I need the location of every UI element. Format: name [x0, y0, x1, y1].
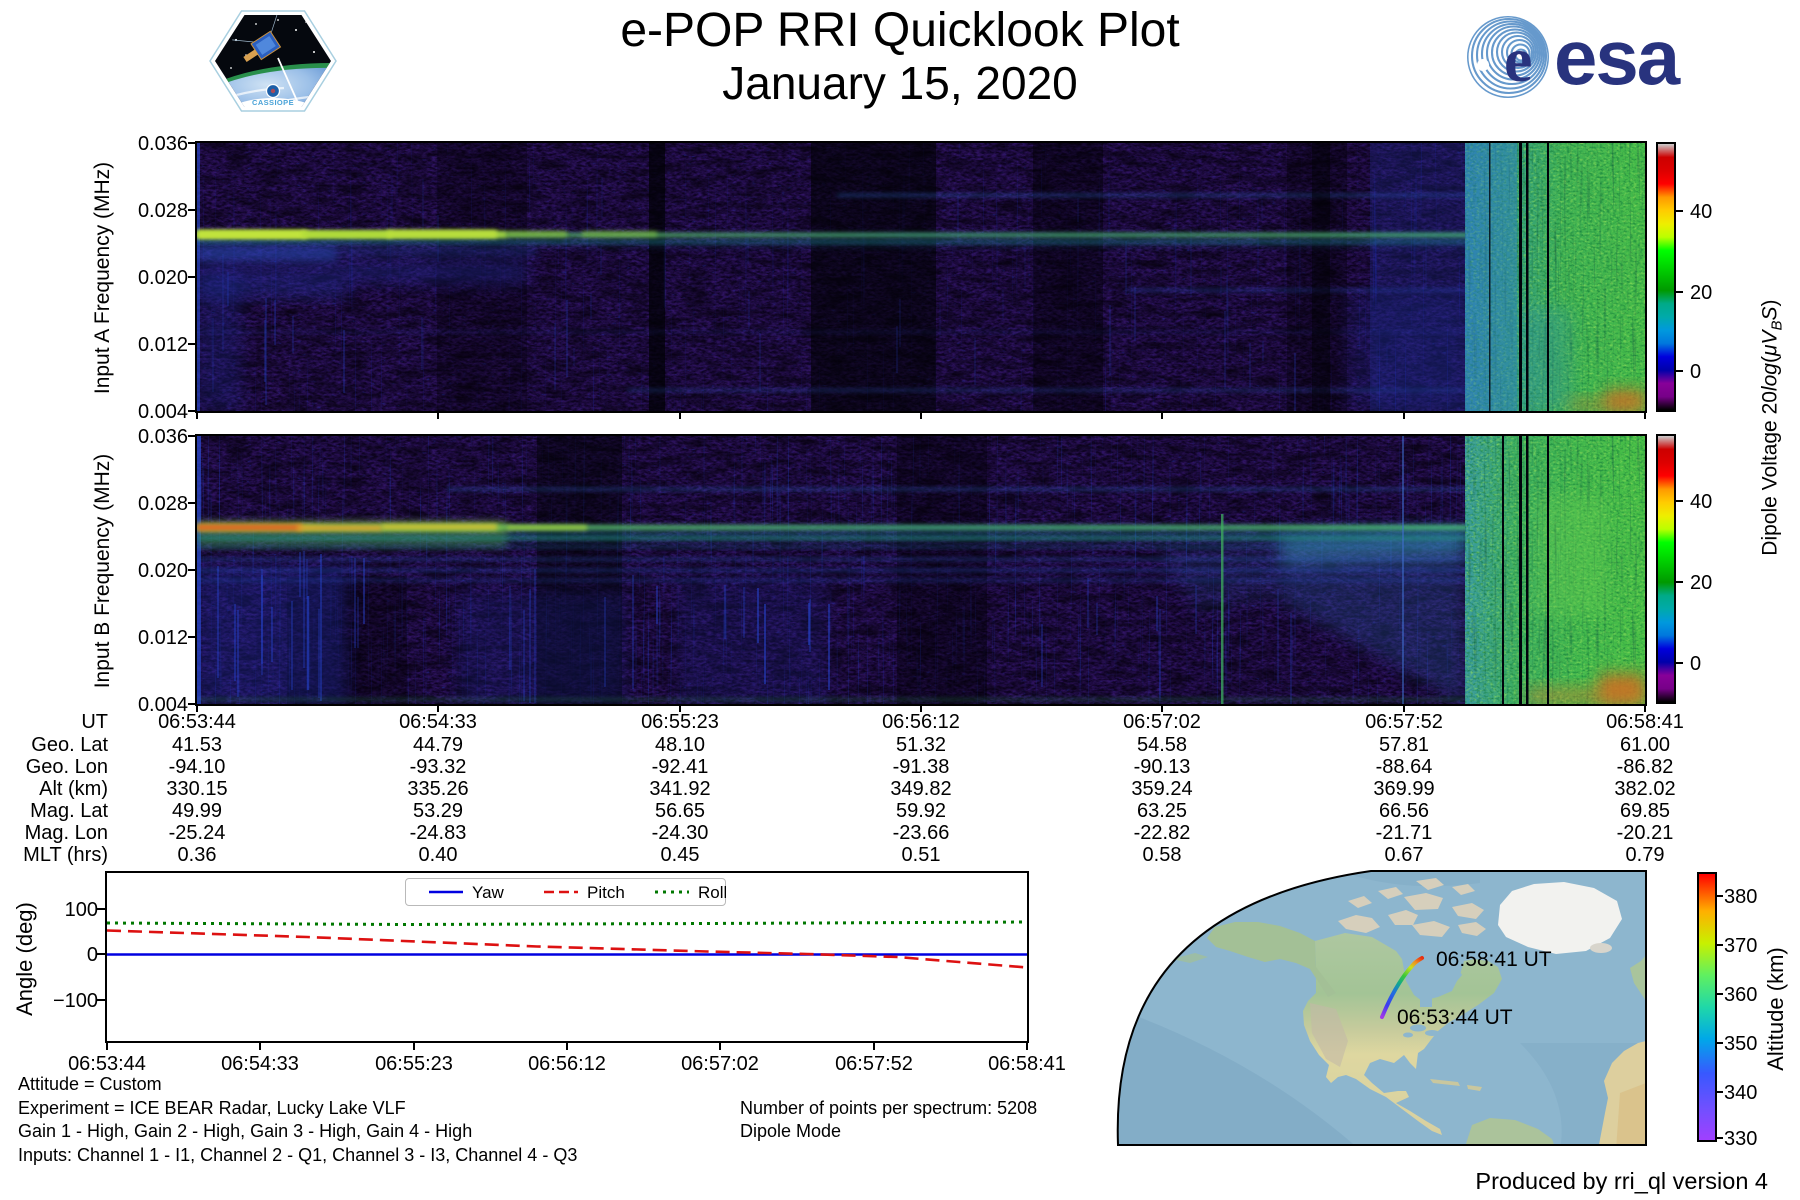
svg-text:06:58:41 UT: 06:58:41 UT [1436, 948, 1552, 971]
svg-text:Pitch: Pitch [587, 883, 625, 902]
svg-text:06:53:44 UT: 06:53:44 UT [1397, 1006, 1513, 1029]
svg-text:Yaw: Yaw [472, 883, 505, 902]
svg-text:Roll: Roll [698, 883, 726, 902]
svg-text:CASSIOPE: CASSIOPE [252, 98, 294, 107]
svg-text:esa: esa [1554, 13, 1681, 101]
svg-text:e: e [1504, 24, 1532, 95]
